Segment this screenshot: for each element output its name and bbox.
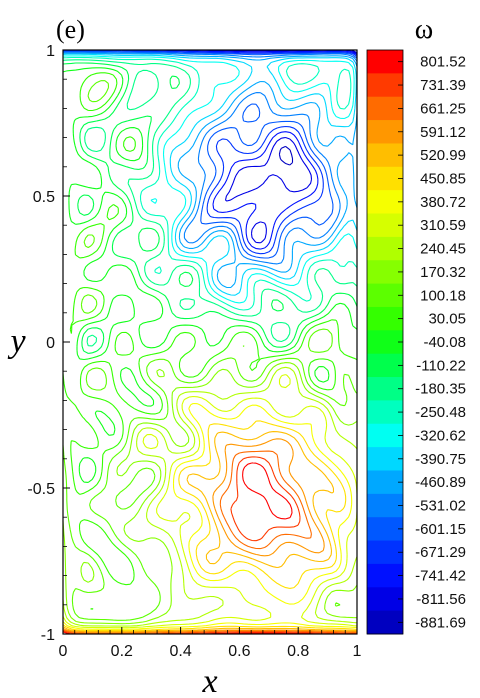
colorbar-swatch (367, 213, 403, 238)
y-axis-label: y (7, 323, 26, 360)
colorbar-swatch (367, 517, 403, 542)
contour-level-15 (62, 56, 358, 311)
colorbar-label: -741.42 (415, 568, 466, 585)
colorbar-label: -40.08 (423, 334, 466, 351)
colorbar-swatch (367, 236, 403, 261)
colorbar-swatch (367, 190, 403, 215)
colorbar-swatch (367, 283, 403, 308)
colorbar-label: -390.75 (415, 451, 466, 468)
colorbar-swatch (367, 423, 403, 448)
y-tick-label: 0.5 (33, 189, 55, 206)
colorbar: 801.52 731.39 661.25 591.12 520.99 450.85 380.… (366, 14, 466, 635)
colorbar-swatch (367, 306, 403, 331)
colorbar-label: -460.89 (415, 474, 466, 491)
contour-level-10 (62, 80, 358, 621)
contour-level-14 (62, 59, 358, 347)
colorbar-swatch (367, 377, 403, 401)
colorbar-label: -250.48 (415, 404, 466, 421)
colorbar-title: ω (415, 14, 433, 45)
contour-level-18 (63, 52, 358, 289)
x-tick-label: 0.4 (169, 643, 191, 660)
colorbar-swatch (367, 587, 403, 612)
contour-level-6 (62, 402, 358, 630)
colorbar-swatch (367, 50, 403, 74)
contour-level-8 (62, 366, 358, 627)
axes: 0 0.2 0.4 0.6 0.8 1 -1 -0.5 0 0.5 1 x y (e) (7, 15, 361, 698)
x-tick-label: 0.6 (228, 643, 250, 660)
colorbar-swatch (367, 563, 403, 588)
contour-level-2 (62, 450, 358, 634)
colorbar-swatch (367, 120, 403, 144)
contour-level-9 (62, 362, 358, 625)
colorbar-label: 661.25 (420, 100, 466, 117)
plot-area (62, 49, 358, 635)
colorbar-label: 801.52 (420, 54, 466, 71)
contour-level-19 (62, 51, 358, 265)
contour-level-20 (63, 50, 358, 259)
x-tick-label: 1 (353, 643, 362, 660)
y-tick-label: -0.5 (27, 481, 55, 498)
colorbar-label: -320.62 (415, 427, 466, 444)
colorbar-swatch (367, 260, 403, 285)
y-tick-label: 0 (46, 335, 55, 352)
x-tick-label: 0.8 (287, 643, 309, 660)
colorbar-swatch (367, 73, 403, 98)
colorbar-swatch (367, 400, 403, 425)
colorbar-label: 450.85 (420, 170, 466, 187)
colorbar-swatch (367, 540, 403, 565)
x-axis-label: x (201, 663, 217, 698)
contour-level-17 (62, 53, 358, 296)
colorbar-swatch (367, 610, 403, 635)
colorbar-label: 100.18 (420, 287, 466, 304)
colorbar-label: -531.02 (415, 498, 466, 515)
colorbar-label: 170.32 (420, 264, 466, 281)
contour-level-7 (62, 374, 358, 629)
plot-frame (62, 49, 358, 635)
contour-level-11 (62, 72, 358, 610)
colorbar-label: 240.45 (420, 241, 466, 258)
colorbar-label: -811.56 (416, 591, 466, 608)
colorbar-label: 30.05 (428, 311, 466, 328)
colorbar-label: 310.59 (420, 217, 466, 234)
colorbar-swatch (367, 447, 403, 471)
colorbar-label: -601.15 (415, 521, 466, 538)
colorbar-label: 520.99 (420, 147, 466, 164)
contour-level-1 (62, 456, 358, 635)
contour-level-13 (62, 62, 358, 354)
y-tick-label: -1 (41, 627, 55, 644)
colorbar-swatch (367, 166, 403, 191)
colorbar-label: 731.39 (420, 77, 466, 94)
colorbar-swatch (367, 96, 403, 121)
colorbar-label: -881.69 (415, 614, 466, 631)
x-tick-label: 0.2 (111, 643, 133, 660)
colorbar-swatch (367, 493, 403, 518)
colorbar-swatch (367, 330, 403, 355)
contour-level-23 (193, 49, 358, 244)
contour-level-3 (62, 438, 358, 633)
colorbar-label: -180.35 (415, 381, 466, 398)
colorbar-label: 380.72 (420, 194, 466, 211)
colorbar-label: -671.29 (415, 544, 466, 561)
y-tick-label: 1 (46, 43, 55, 60)
colorbar-swatch (367, 353, 403, 378)
contour-level-4 (62, 431, 358, 632)
colorbar-label: -110.22 (416, 357, 466, 374)
colorbar-swatch (367, 470, 403, 495)
contour-level-16 (62, 55, 358, 304)
contour-level-12 (62, 67, 358, 483)
panel-label: (e) (56, 15, 85, 44)
x-tick-label: 0 (59, 643, 68, 660)
colorbar-swatch (367, 143, 403, 168)
contour-level-5 (62, 420, 358, 631)
contour-level-22 (144, 49, 358, 250)
colorbar-label: 591.12 (420, 124, 466, 141)
